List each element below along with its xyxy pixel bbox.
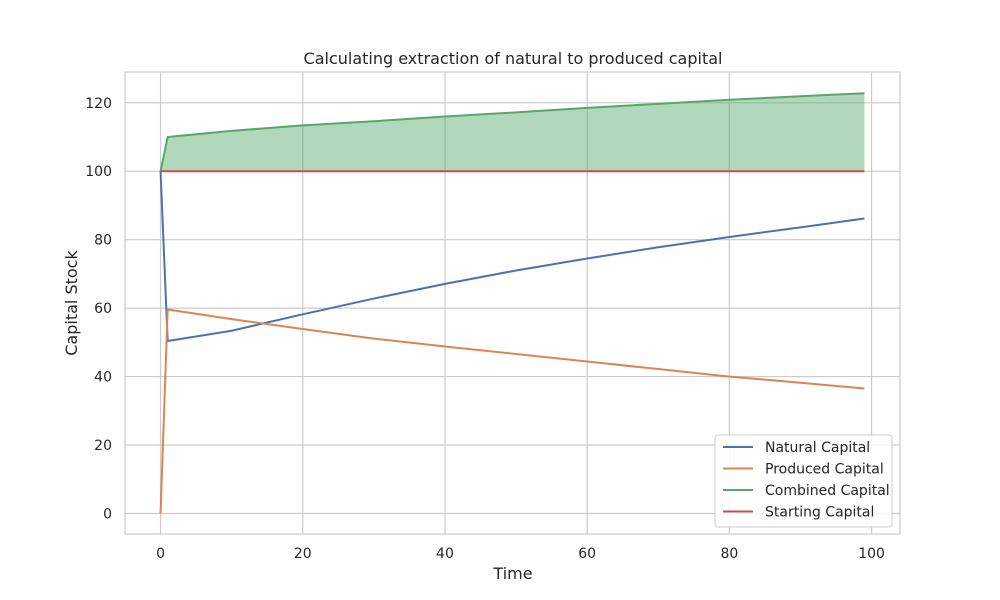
y-tick-label: 60 — [94, 301, 112, 317]
y-tick-label: 0 — [103, 506, 112, 522]
y-tick-label: 80 — [94, 233, 112, 249]
series-line-combined-capital — [159, 92, 865, 172]
legend-label-starting-capital: Starting Capital — [765, 505, 874, 521]
y-tick-labels: 0 20 40 60 80 100 120 — [85, 96, 112, 523]
series-line-produced-capital — [159, 308, 865, 514]
y-tick-label: 120 — [85, 96, 112, 112]
x-tick-label: 20 — [294, 546, 312, 562]
axes-frame — [124, 71, 901, 535]
legend: Natural Capital Produced Capital Combined … — [714, 434, 893, 528]
x-tick-label: 40 — [436, 546, 454, 562]
combined-capital-fill-area — [160, 93, 865, 172]
x-tick-label: 60 — [578, 546, 596, 562]
x-tick-label: 100 — [858, 546, 885, 562]
series-line-natural-capital — [159, 171, 865, 342]
x-axis-label: Time — [492, 564, 532, 583]
fill-area-layer — [160, 93, 865, 172]
y-tick-label: 20 — [94, 438, 112, 454]
y-axis-label: Capital Stock — [62, 250, 81, 356]
series-layer — [159, 92, 865, 514]
y-tick-label: 40 — [94, 370, 112, 386]
legend-box — [714, 434, 893, 528]
y-tick-label: 100 — [85, 164, 112, 180]
x-tick-label: 80 — [720, 546, 738, 562]
chart-title: Calculating extraction of natural to pro… — [304, 49, 723, 68]
legend-label-natural-capital: Natural Capital — [765, 440, 870, 456]
x-tick-labels: 0 20 40 60 80 100 — [156, 546, 885, 562]
x-tick-label: 0 — [156, 546, 165, 562]
legend-label-combined-capital: Combined Capital — [765, 483, 890, 499]
legend-label-produced-capital: Produced Capital — [765, 462, 884, 478]
